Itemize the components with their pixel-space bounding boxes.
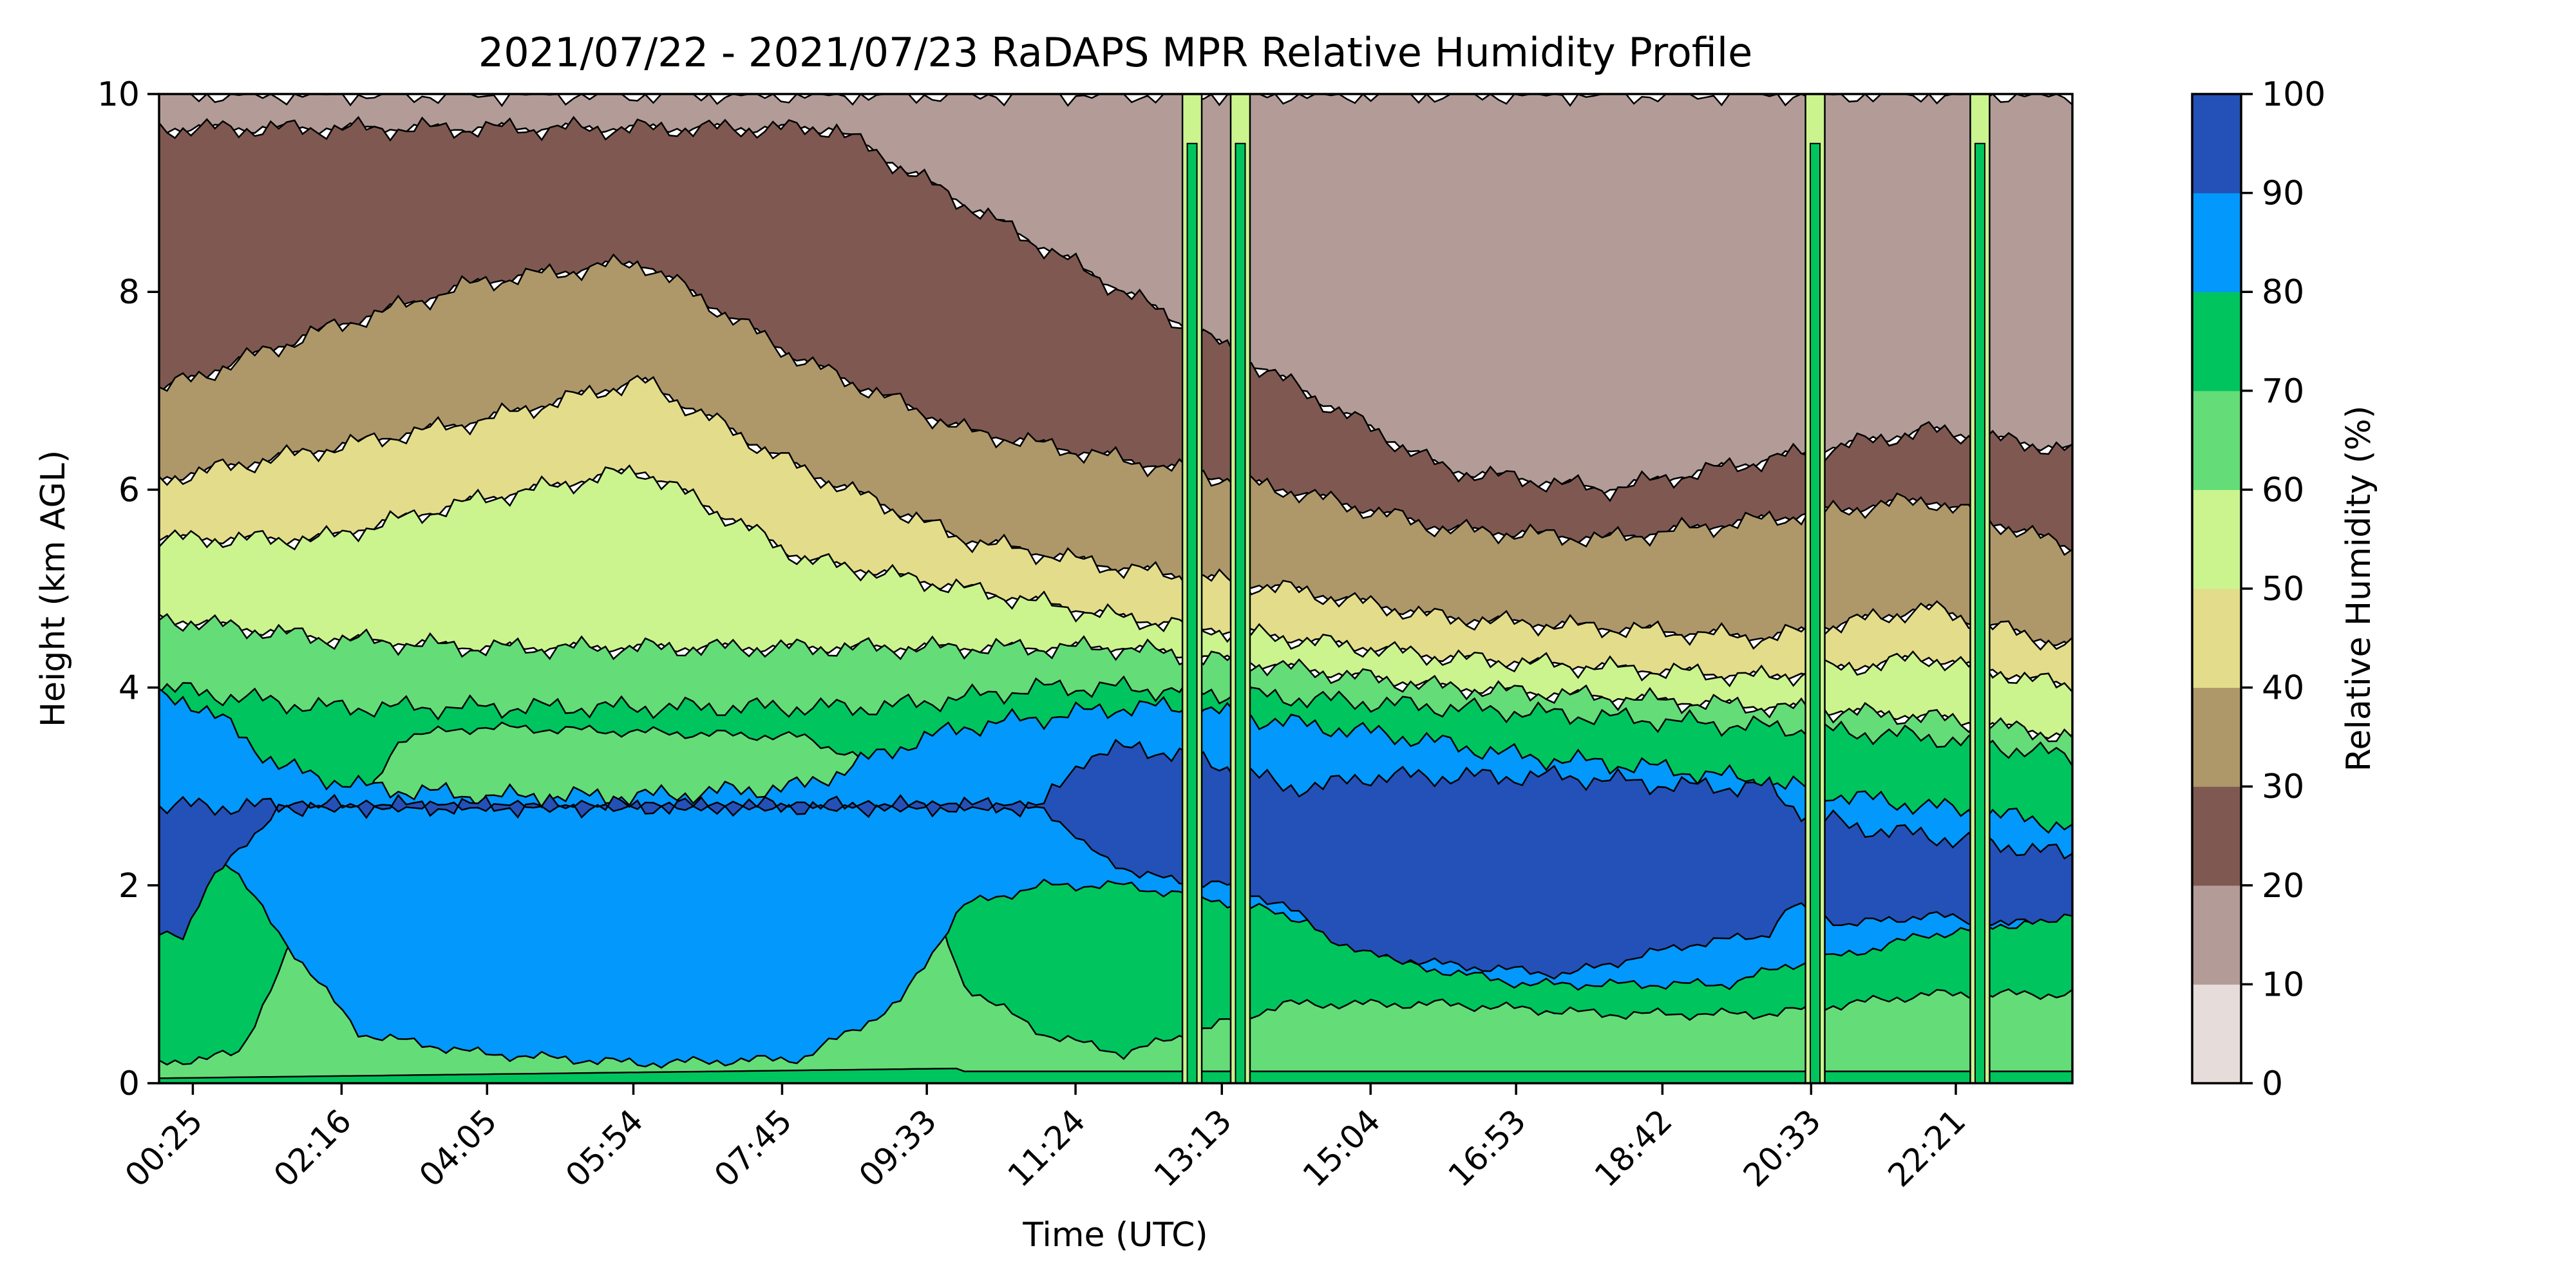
colorbar-tick-label: 70	[2262, 372, 2304, 411]
colorbar-ticks: 0 10 20 30 40 50 60 70 80 90 100	[2241, 75, 2325, 1103]
y-tick-label: 6	[118, 471, 140, 509]
colorbar-segment-50-60	[2192, 489, 2241, 589]
colorbar-segment-80-90	[2192, 193, 2241, 292]
colorbar-segment-0-10	[2192, 984, 2241, 1084]
x-tick-label: 15:04	[1296, 1102, 1388, 1194]
y-axis-label: Height (km AGL)	[34, 450, 73, 727]
colorbar-segment-60-70	[2192, 390, 2241, 490]
colorbar-segment-90-100	[2192, 94, 2241, 194]
x-tick-label: 16:53	[1441, 1102, 1533, 1194]
rh-band-90-100	[159, 739, 2072, 980]
rh-band-40-50	[159, 374, 2072, 694]
x-axis-label: Time (UTC)	[1022, 1216, 1208, 1255]
colorbar-segment-70-80	[2192, 292, 2241, 392]
x-tick-label: 20:33	[1736, 1102, 1828, 1194]
rh-spike-core-2	[1235, 142, 1246, 1083]
colorbar-segment-30-40	[2192, 687, 2241, 787]
colorbar-tick-label: 100	[2262, 75, 2325, 114]
colorbar-tick-label: 30	[2262, 768, 2304, 806]
plot-frame	[158, 93, 2074, 1084]
colorbar-tick-label: 90	[2262, 175, 2304, 213]
rh-surface-band	[159, 1067, 2072, 1083]
colorbar-tick-label: 60	[2262, 471, 2304, 509]
y-axis: 0 2 4 6 8 10	[97, 75, 159, 1103]
y-tick-label: 4	[118, 669, 140, 708]
chart-title: 2021/07/22 - 2021/07/23 RaDAPS MPR Relat…	[478, 29, 1752, 76]
colorbar-tick-label: 10	[2262, 965, 2304, 1004]
x-tick-label: 04:05	[412, 1102, 504, 1194]
colorbar	[2192, 94, 2241, 1084]
rh-band-50-60	[159, 464, 2072, 739]
rh-spike-core-3	[1810, 142, 1821, 1083]
colorbar-tick-label: 20	[2262, 867, 2304, 905]
colorbar-tick-label: 0	[2262, 1065, 2283, 1103]
colorbar-tick-label: 40	[2262, 669, 2304, 708]
x-tick-label: 09:33	[852, 1102, 944, 1194]
x-tick-label: 07:45	[707, 1102, 799, 1194]
x-tick-label: 00:25	[118, 1102, 210, 1194]
x-tick-label: 13:13	[1147, 1102, 1239, 1194]
colorbar-segment-10-20	[2192, 885, 2241, 985]
y-tick-label: 10	[97, 75, 140, 114]
colorbar-segment-20-30	[2192, 786, 2241, 886]
colorbar-segment-40-50	[2192, 589, 2241, 688]
x-tick-label: 18:42	[1587, 1102, 1680, 1194]
y-tick-label: 0	[118, 1065, 140, 1103]
rh-spike-core-1	[1186, 142, 1198, 1083]
x-tick-label: 11:24	[1001, 1102, 1093, 1194]
y-tick-label: 2	[118, 867, 140, 905]
colorbar-tick-label: 50	[2262, 570, 2304, 609]
rh-spike-core-4	[1974, 142, 1985, 1083]
x-tick-label: 22:21	[1881, 1102, 1973, 1194]
y-tick-label: 8	[118, 273, 140, 312]
x-tick-label: 05:54	[558, 1102, 650, 1194]
colorbar-tick-label: 80	[2262, 273, 2304, 312]
x-tick-label: 02:16	[267, 1102, 359, 1194]
colorbar-label: Relative Humidity (%)	[2340, 406, 2378, 772]
plot-area	[159, 94, 2072, 1083]
x-axis: 00:25 02:16 04:05 05:54 07:45 09:33 11:24 13:13…	[118, 1083, 1973, 1194]
